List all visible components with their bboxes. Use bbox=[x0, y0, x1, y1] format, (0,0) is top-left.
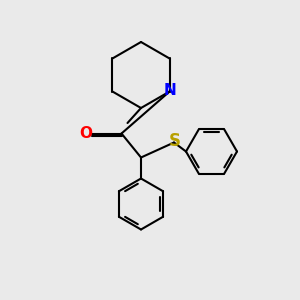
Text: O: O bbox=[80, 126, 93, 141]
Text: N: N bbox=[164, 83, 177, 98]
Text: S: S bbox=[169, 132, 181, 150]
